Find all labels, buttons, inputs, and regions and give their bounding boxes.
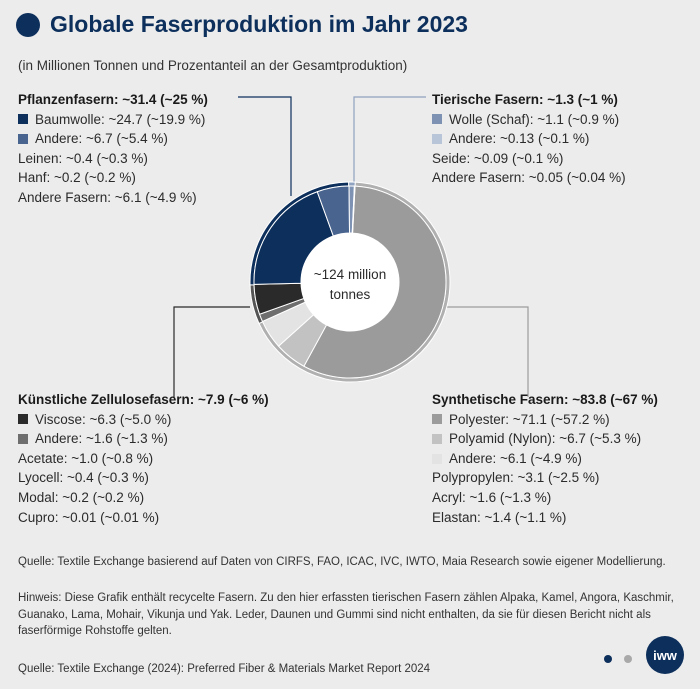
legend-swatch bbox=[432, 453, 442, 464]
legend-item: Andere Fasern: ~0.05 (~0.04 %) bbox=[432, 168, 626, 188]
legend-animal-fibers: Tierische Fasern: ~1.3 (~1 %) Wolle (Scha… bbox=[432, 90, 626, 188]
legend-item: Cupro: ~0.01 (~0.01 %) bbox=[18, 508, 269, 528]
connector-lines bbox=[173, 96, 529, 397]
footer-dot-dark bbox=[604, 655, 612, 663]
legend-item-label: Seide: ~0.09 (~0.1 %) bbox=[432, 150, 564, 166]
legend-item: Wolle (Schaf): ~1.1 (~0.9 %) bbox=[432, 110, 626, 130]
iww-logo: iww bbox=[646, 636, 684, 674]
legend-swatch bbox=[432, 414, 442, 425]
legend-item: Baumwolle: ~24.7 (~19.9 %) bbox=[18, 110, 208, 130]
donut-hole bbox=[301, 233, 399, 331]
legend-item-label: Hanf: ~0.2 (~0.2 %) bbox=[18, 170, 136, 186]
hint-note: Hinweis: Diese Grafik enthält recycelte … bbox=[18, 592, 674, 637]
group-heading: Tierische Fasern: ~1.3 (~1 %) bbox=[432, 92, 618, 107]
legend-item-label: Andere: ~6.7 (~5.4 %) bbox=[35, 131, 168, 147]
legend-item-label: Acryl: ~1.6 (~1.3 %) bbox=[432, 489, 552, 505]
legend-item: Lyocell: ~0.4 (~0.3 %) bbox=[18, 468, 269, 488]
legend-item: Polypropylen: ~3.1 (~2.5 %) bbox=[432, 468, 658, 488]
inner-ring-slice bbox=[351, 185, 356, 234]
legend-item: Andere Fasern: ~6.1 (~4.9 %) bbox=[18, 188, 208, 208]
chart-title: Globale Faserproduktion im Jahr 2023 bbox=[50, 11, 468, 37]
legend-swatch bbox=[432, 114, 442, 125]
legend-item-label: Andere Fasern: ~0.05 (~0.04 %) bbox=[432, 170, 626, 186]
legend-item: Andere: ~6.7 (~5.4 %) bbox=[18, 129, 208, 149]
legend-swatch bbox=[18, 414, 28, 425]
legend-item-label: Polypropylen: ~3.1 (~2.5 %) bbox=[432, 470, 600, 486]
legend-synthetic-fibers: Synthetische Fasern: ~83.8 (~67 %) Polyes… bbox=[432, 390, 658, 527]
group-heading: Pflanzenfasern: ~31.4 (~25 %) bbox=[18, 92, 208, 107]
legend-swatch bbox=[18, 133, 28, 144]
legend-item-label: Wolle (Schaf): ~1.1 (~0.9 %) bbox=[449, 111, 620, 127]
legend-item: Viscose: ~6.3 (~5.0 %) bbox=[18, 410, 269, 430]
chart-subtitle: (in Millionen Tonnen und Prozentanteil a… bbox=[18, 58, 408, 73]
legend-item-label: Modal: ~0.2 (~0.2 %) bbox=[18, 489, 145, 505]
legend-item: Modal: ~0.2 (~0.2 %) bbox=[18, 488, 269, 508]
connector-line bbox=[444, 306, 529, 397]
legend-swatch bbox=[18, 114, 28, 125]
footer-dot-grey bbox=[624, 655, 632, 663]
legend-item: Andere: ~6.1 (~4.9 %) bbox=[432, 449, 658, 469]
legend-item: Acetate: ~1.0 (~0.8 %) bbox=[18, 449, 269, 469]
legend-item: Andere: ~0.13 (~0.1 %) bbox=[432, 129, 626, 149]
inner-ring bbox=[253, 185, 447, 379]
legend-swatch bbox=[432, 133, 442, 144]
legend-item-label: Andere: ~1.6 (~1.3 %) bbox=[35, 431, 168, 447]
legend-item-label: Acetate: ~1.0 (~0.8 %) bbox=[18, 450, 154, 466]
connector-line bbox=[173, 306, 250, 397]
source-note-2: Quelle: Textile Exchange (2024): Preferr… bbox=[18, 663, 431, 675]
source-note: Quelle: Textile Exchange basierend auf D… bbox=[18, 556, 666, 568]
legend-item-label: Polyamid (Nylon): ~6.7 (~5.3 %) bbox=[449, 431, 642, 447]
legend-item-label: Baumwolle: ~24.7 (~19.9 %) bbox=[35, 111, 206, 127]
legend-item: Hanf: ~0.2 (~0.2 %) bbox=[18, 168, 208, 188]
legend-item: Polyamid (Nylon): ~6.7 (~5.3 %) bbox=[432, 429, 658, 449]
legend-item: Polyester: ~71.1 (~57.2 %) bbox=[432, 410, 658, 430]
connector-line bbox=[238, 96, 292, 196]
legend-item-label: Viscose: ~6.3 (~5.0 %) bbox=[35, 411, 172, 427]
center-label-line-1: ~124 million bbox=[314, 267, 386, 282]
legend-cellulose-fibers: Künstliche Zellulosefasern: ~7.9 (~6 %) V… bbox=[18, 390, 269, 527]
legend-item-label: Andere Fasern: ~6.1 (~4.9 %) bbox=[18, 189, 197, 205]
legend-item: Seide: ~0.09 (~0.1 %) bbox=[432, 149, 626, 169]
legend-item-label: Elastan: ~1.4 (~1.1 %) bbox=[432, 509, 567, 525]
center-label-line-2: tonnes bbox=[330, 287, 371, 302]
title-bullet-icon bbox=[16, 13, 40, 37]
group-heading: Künstliche Zellulosefasern: ~7.9 (~6 %) bbox=[18, 392, 269, 407]
legend-item: Acryl: ~1.6 (~1.3 %) bbox=[432, 488, 658, 508]
legend-item-label: Andere: ~6.1 (~4.9 %) bbox=[449, 450, 582, 466]
legend-item-label: Cupro: ~0.01 (~0.01 %) bbox=[18, 509, 160, 525]
legend-item: Elastan: ~1.4 (~1.1 %) bbox=[432, 508, 658, 528]
legend-item-label: Andere: ~0.13 (~0.1 %) bbox=[449, 131, 590, 147]
legend-plant-fibers: Pflanzenfasern: ~31.4 (~25 %) Baumwolle: … bbox=[18, 90, 208, 208]
legend-item: Andere: ~1.6 (~1.3 %) bbox=[18, 429, 269, 449]
legend-swatch bbox=[432, 433, 442, 444]
legend-item: Leinen: ~0.4 (~0.3 %) bbox=[18, 149, 208, 169]
legend-item-label: Leinen: ~0.4 (~0.3 %) bbox=[18, 150, 148, 166]
connector-line bbox=[353, 96, 426, 186]
legend-swatch bbox=[18, 433, 28, 444]
group-heading: Synthetische Fasern: ~83.8 (~67 %) bbox=[432, 392, 658, 407]
legend-item-label: Lyocell: ~0.4 (~0.3 %) bbox=[18, 470, 149, 486]
legend-item-label: Polyester: ~71.1 (~57.2 %) bbox=[449, 411, 610, 427]
